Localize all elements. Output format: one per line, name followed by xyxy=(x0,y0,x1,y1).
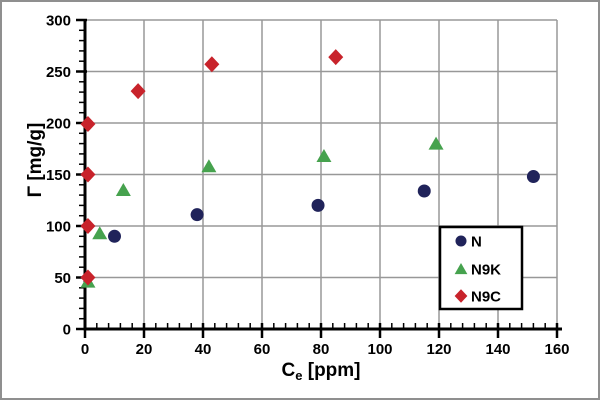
x-tick-label: 100 xyxy=(367,341,392,358)
data-point-N xyxy=(311,198,325,212)
data-point-N9C xyxy=(204,56,220,73)
legend-item-N9C: N9C xyxy=(454,289,501,306)
x-axis-title-unit: [ppm] xyxy=(307,360,361,381)
y-tick-label: 250 xyxy=(46,64,71,81)
data-point-N9C xyxy=(80,116,96,133)
data-point-N9C xyxy=(80,269,96,286)
data-point-N xyxy=(526,170,540,184)
y-tick-label: 100 xyxy=(46,219,71,236)
data-point-N9K xyxy=(428,136,444,150)
y-tick-label: 50 xyxy=(54,270,71,287)
x-tick-label: 0 xyxy=(81,341,89,358)
x-tick-label: 40 xyxy=(195,341,212,358)
legend-label-N9K: N9K xyxy=(471,262,501,279)
y-tick-label: 200 xyxy=(46,116,71,133)
tick-labels: 0 50 100 150 200 250 300 0 20 40 60 80 100 120 140 160 xyxy=(46,13,570,359)
legend-item-N: N xyxy=(455,234,482,251)
data-point-N9K xyxy=(316,148,332,162)
data-point-N xyxy=(190,208,204,222)
data-point-N xyxy=(108,229,121,243)
series-N xyxy=(108,170,540,243)
y-tick-label: 300 xyxy=(46,13,71,30)
legend: N N9K N9C xyxy=(438,225,524,311)
x-axis-title-subscript: e xyxy=(295,368,303,383)
series-N9K xyxy=(80,136,444,288)
legend-item-N9K: N9K xyxy=(454,262,501,279)
data-point-N9K xyxy=(201,159,217,173)
data-point-N9C xyxy=(80,166,96,183)
x-tick-label: 160 xyxy=(544,341,569,358)
data-point-N9C xyxy=(328,49,344,66)
x-tick-label: 80 xyxy=(313,341,330,358)
legend-label-N: N xyxy=(471,234,482,251)
series-N9C xyxy=(80,49,344,286)
data-point-N9K xyxy=(92,226,108,240)
data-point-N9C xyxy=(80,218,96,234)
data-point-N9C xyxy=(130,83,146,100)
y-tick-label: 0 xyxy=(63,322,71,339)
y-axis-title: Γ [mg/g] xyxy=(25,122,46,198)
legend-marker-N9K xyxy=(454,263,468,275)
x-tick-label: 120 xyxy=(426,341,451,358)
x-axis-title-base: C xyxy=(281,360,296,381)
legend-marker-N xyxy=(455,235,467,247)
x-tick-label: 140 xyxy=(485,341,510,358)
legend-marker-N9C xyxy=(454,289,468,303)
legend-box xyxy=(438,225,524,311)
legend-label-N9C: N9C xyxy=(471,289,501,306)
x-tick-label: 20 xyxy=(136,341,153,358)
x-axis-title: Ce [ppm] xyxy=(281,360,361,383)
gridlines xyxy=(85,19,558,329)
data-point-N xyxy=(417,184,431,198)
x-tick-label: 60 xyxy=(254,341,271,358)
data-point-N9K xyxy=(115,182,131,196)
y-tick-label: 150 xyxy=(46,167,71,184)
